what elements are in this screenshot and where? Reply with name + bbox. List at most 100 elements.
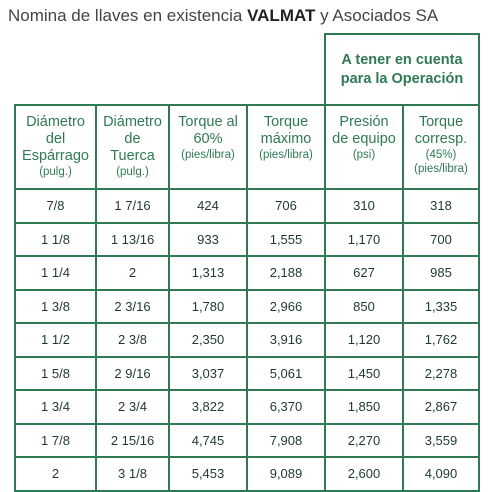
table-cell: 3,037 [168, 355, 248, 391]
group-header-line1: A tener en cuenta [341, 51, 463, 68]
table-cell: 1,555 [246, 221, 326, 257]
table-cell: 2 3/16 [95, 288, 170, 324]
header-text: Presión [339, 114, 389, 130]
table-cell: 3,559 [402, 422, 480, 458]
col-torque-maximo-header: Torque máximo (pies/libra) [246, 104, 326, 190]
table-body: 7/8 1 7/16 424 706 310 318 1 1/8 1 13/16 933 1,55… [14, 188, 480, 492]
header-unit: (45%) [425, 149, 457, 161]
header-unit: (pulg.) [39, 166, 72, 178]
table-cell: 985 [402, 255, 480, 291]
table-cell: 3,822 [168, 389, 248, 425]
table-cell: 2 [95, 255, 170, 291]
table-cell: 706 [246, 188, 326, 224]
table-cell: 4,745 [168, 422, 248, 458]
table-cell: 2 15/16 [95, 422, 170, 458]
table-cell: 1 1/2 [14, 322, 97, 358]
operation-group-header: A tener en cuenta para la Operación [324, 33, 480, 106]
header-unit: (psi) [352, 149, 376, 161]
col-diametro-tuerca-header: Diámetro de Tuerca (pulg.) [95, 104, 170, 190]
table-wrapper: A tener en cuenta para la Operación Diám… [14, 33, 480, 492]
table-row: 1 1/8 1 13/16 933 1,555 1,170 700 [14, 221, 480, 257]
table-cell: 2,350 [168, 322, 248, 358]
col-torque-60-header: Torque al 60% (pies/libra) [168, 104, 248, 190]
table-cell: 5,061 [246, 355, 326, 391]
table-cell: 2,867 [402, 389, 480, 425]
page-title: Nomina de llaves en existencia VALMAT y … [8, 6, 438, 26]
table-cell: 1,335 [402, 288, 480, 324]
header-text: Diámetro [103, 114, 162, 130]
title-brand: VALMAT [247, 6, 316, 25]
table-cell: 1 3/4 [14, 389, 97, 425]
header-text: de equipo [332, 131, 396, 147]
header-text: corresp. [414, 131, 468, 147]
table-cell: 2,600 [324, 456, 404, 492]
table-cell: 1,120 [324, 322, 404, 358]
header-text: 60% [193, 131, 223, 147]
header-text: Torque [263, 114, 309, 130]
table-cell: 1 5/8 [14, 355, 97, 391]
table-cell: 3,916 [246, 322, 326, 358]
table-cell: 933 [168, 221, 248, 257]
table-cell: 1 3/8 [14, 288, 97, 324]
table-cell: 3 1/8 [95, 456, 170, 492]
col-diametro-esparrago-header: Diámetro del Espárrago (pulg.) [14, 104, 97, 190]
table-cell: 627 [324, 255, 404, 291]
table-cell: 1 1/4 [14, 255, 97, 291]
table-cell: 1 7/8 [14, 422, 97, 458]
table-cell: 1 7/16 [95, 188, 170, 224]
table-cell: 5,453 [168, 456, 248, 492]
header-unit: (pulg.) [116, 166, 149, 178]
group-header-line2: para la Operación [340, 70, 464, 87]
header-text: Tuerca [110, 148, 155, 164]
table-row: 7/8 1 7/16 424 706 310 318 [14, 188, 480, 224]
header-text: Diámetro [26, 114, 85, 130]
table-row: 1 3/4 2 3/4 3,822 6,370 1,850 2,867 [14, 389, 480, 425]
table-row: 1 5/8 2 9/16 3,037 5,061 1,450 2,278 [14, 355, 480, 391]
header-text: del [45, 131, 66, 147]
table-cell: 1,780 [168, 288, 248, 324]
header-text: Espárrago [22, 148, 89, 164]
header-text: de [124, 131, 141, 147]
table-cell: 424 [168, 188, 248, 224]
table-cell: 1,313 [168, 255, 248, 291]
table-cell: 1 1/8 [14, 221, 97, 257]
table-cell: 2 3/4 [95, 389, 170, 425]
table-cell: 2,270 [324, 422, 404, 458]
table-cell: 6,370 [246, 389, 326, 425]
header-text: máximo [260, 131, 312, 147]
table-cell: 1,450 [324, 355, 404, 391]
table-cell: 1,170 [324, 221, 404, 257]
table-cell: 1 13/16 [95, 221, 170, 257]
table-cell: 2 9/16 [95, 355, 170, 391]
table-cell: 2,278 [402, 355, 480, 391]
table-cell: 1,850 [324, 389, 404, 425]
header-unit: (pies/libra) [414, 163, 468, 175]
header-unit: (pies/libra) [181, 149, 235, 161]
header-text: Torque al [178, 114, 238, 130]
table-cell: 2 [14, 456, 97, 492]
wrench-table: A tener en cuenta para la Operación Diám… [14, 33, 480, 492]
table-cell: 4,090 [402, 456, 480, 492]
table-cell: 1,762 [402, 322, 480, 358]
table-cell: 2 3/8 [95, 322, 170, 358]
header-unit: (pies/libra) [259, 149, 313, 161]
title-suffix: y Asociados SA [315, 6, 439, 25]
header-spacer [15, 34, 325, 105]
table-row: 1 7/8 2 15/16 4,745 7,908 2,270 3,559 [14, 422, 480, 458]
table-cell: 7/8 [14, 188, 97, 224]
table-cell: 318 [402, 188, 480, 224]
table-cell: 9,089 [246, 456, 326, 492]
table-cell: 850 [324, 288, 404, 324]
column-header-row: Diámetro del Espárrago (pulg.) Diámetro de Tue… [14, 104, 480, 190]
table-cell: 2,966 [246, 288, 326, 324]
table-row: 1 1/4 2 1,313 2,188 627 985 [14, 255, 480, 291]
title-prefix: Nomina de llaves en existencia [8, 6, 248, 25]
table-cell: 700 [402, 221, 480, 257]
table-row: 1 1/2 2 3/8 2,350 3,916 1,120 1,762 [14, 322, 480, 358]
col-presion-equipo-header: Presión de equipo (psi) [324, 104, 404, 190]
table-cell: 2,188 [246, 255, 326, 291]
table-cell: 310 [324, 188, 404, 224]
col-torque-corresp-header: Torque corresp. (45%) (pies/libra) [402, 104, 480, 190]
header-text: Torque [418, 114, 464, 130]
